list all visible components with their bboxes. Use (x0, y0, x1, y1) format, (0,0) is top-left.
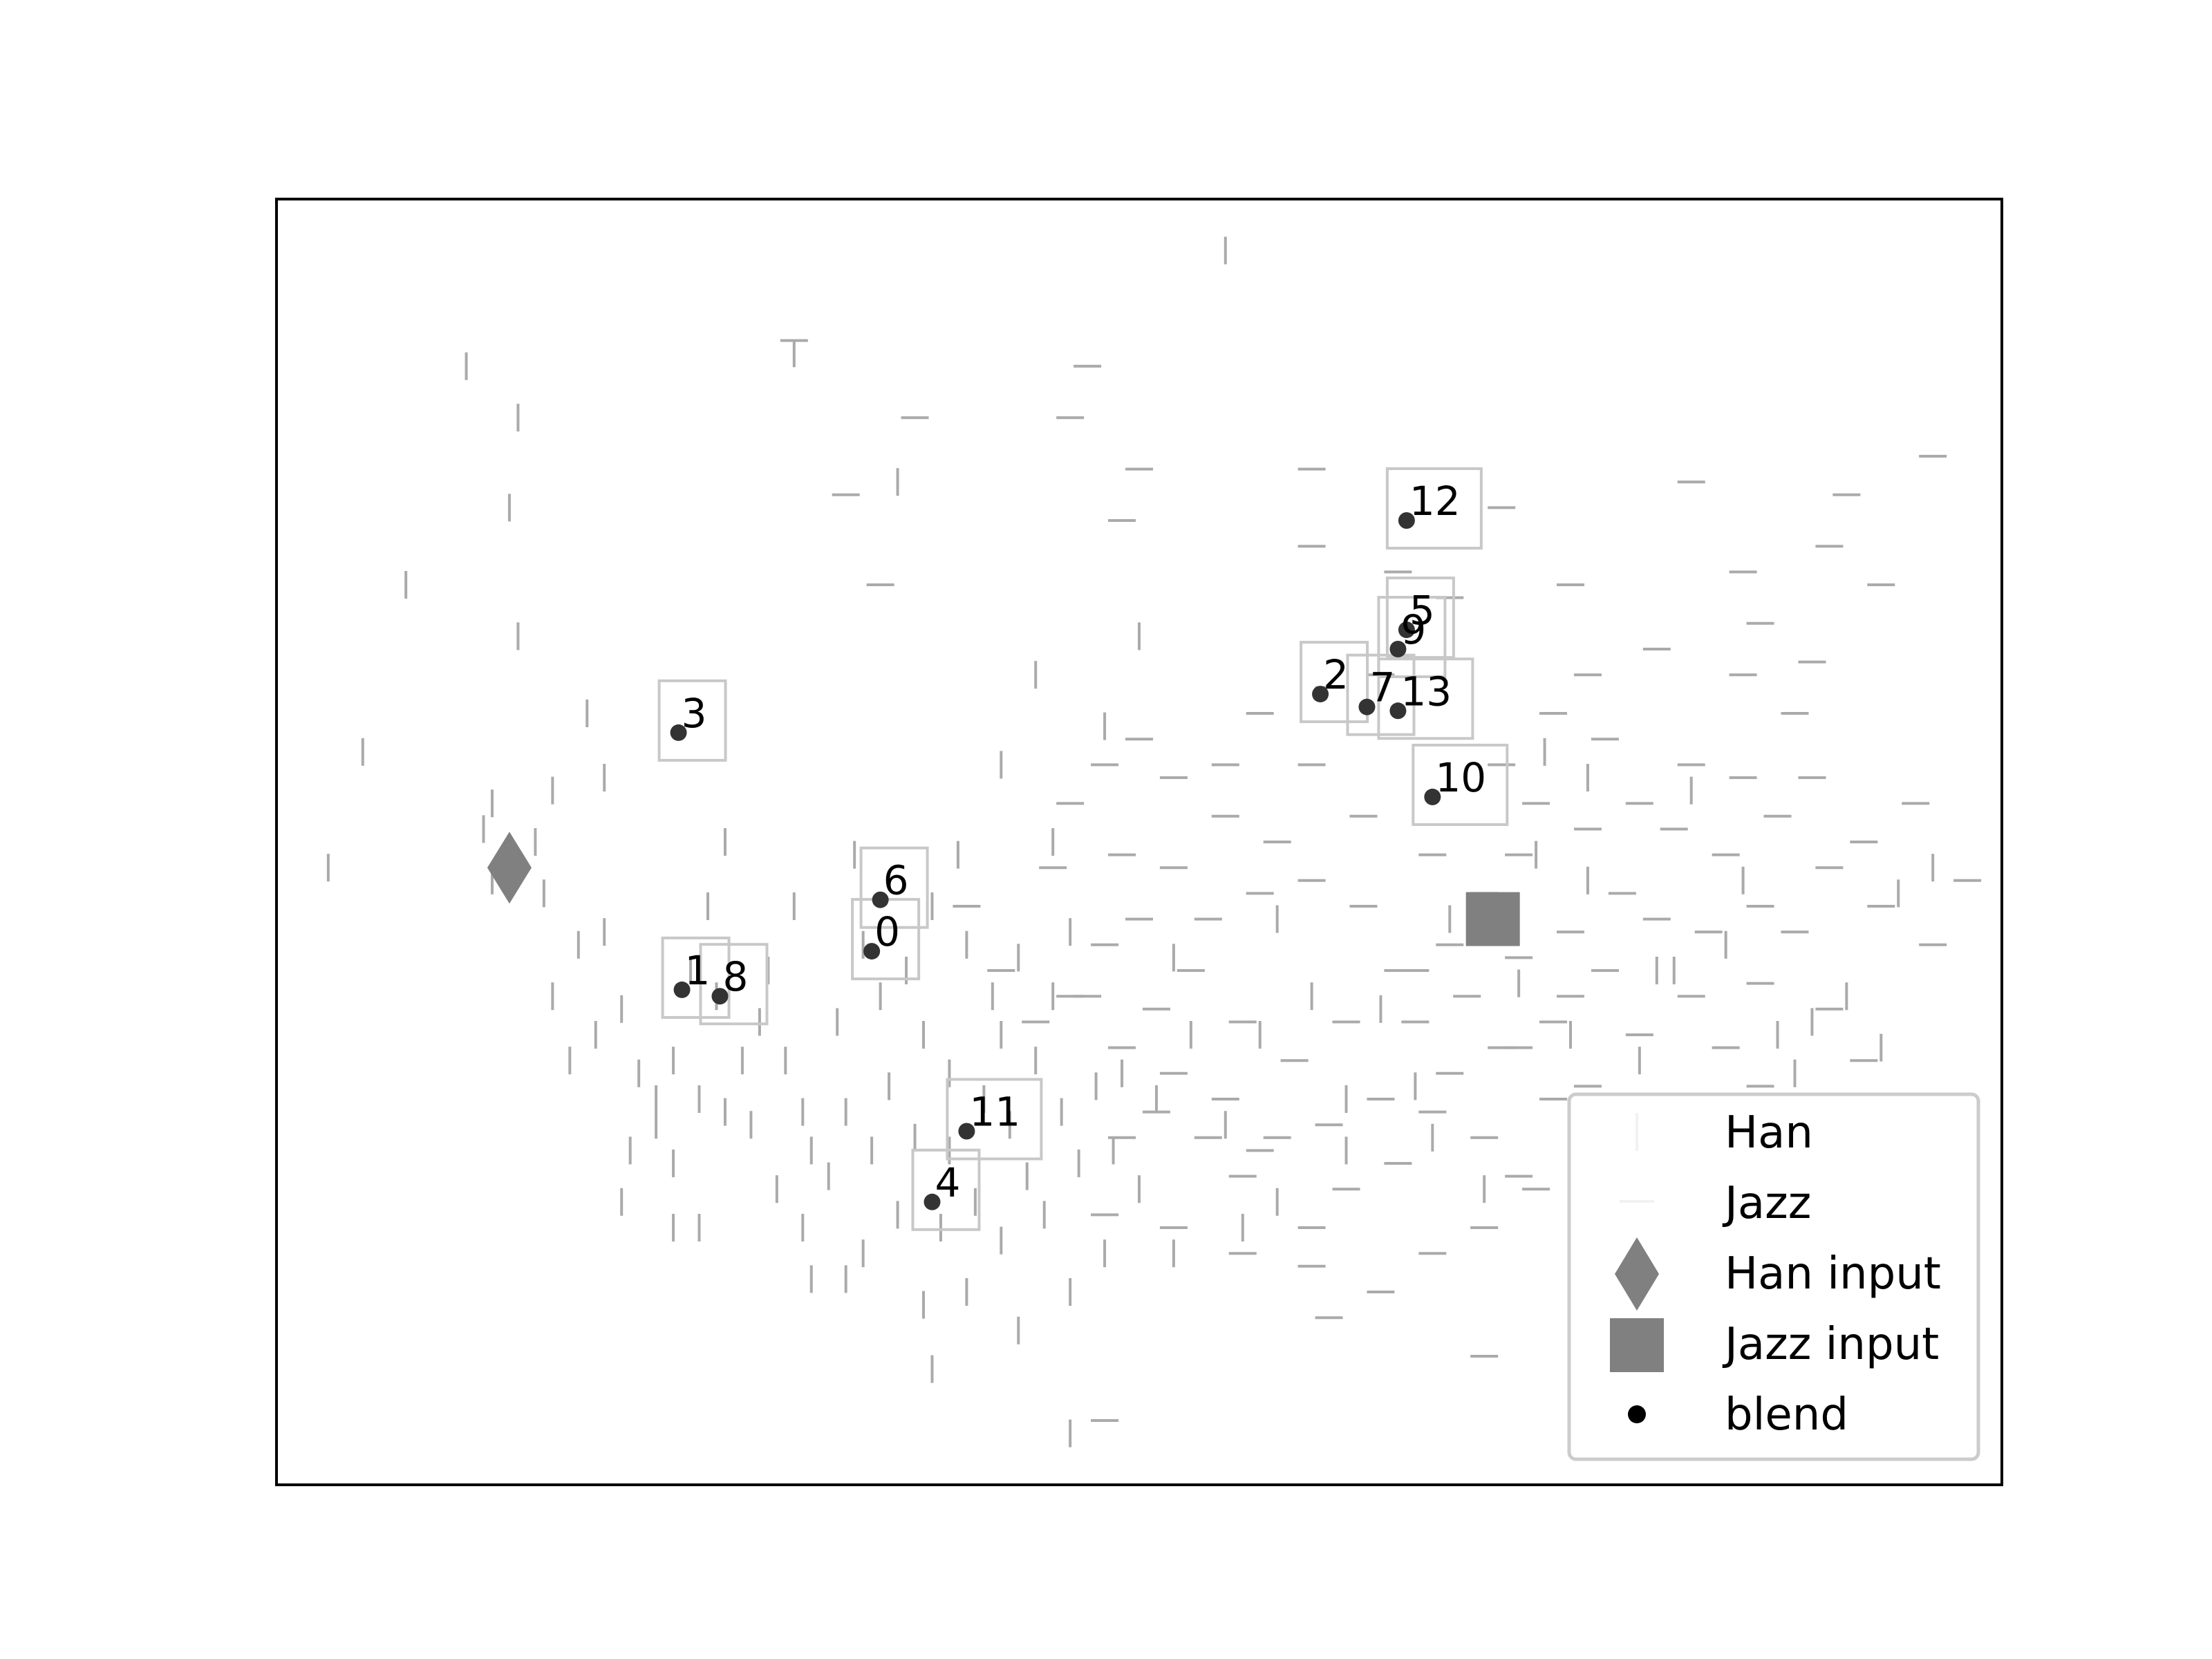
han-series (326, 236, 1935, 1447)
plot-area-frame (275, 198, 2003, 1486)
input-markers (487, 832, 1520, 946)
blend-point-9 (1389, 641, 1407, 657)
blend-point-12 (1398, 512, 1415, 529)
jazz-input-marker (1465, 892, 1520, 946)
legend-label-jazz-input: Jazz input (1722, 1319, 1939, 1370)
legend-jazz-input-marker (1610, 1318, 1664, 1372)
blend-label-6: 6 (883, 857, 909, 904)
blend-box-2 (1300, 641, 1369, 724)
blend-box-1 (661, 936, 731, 1019)
legend-label-han-input: Han input (1725, 1248, 1941, 1300)
legend: Han Jazz Han input Jazz input blend (1567, 1092, 1980, 1461)
blend-box-5 (1385, 577, 1455, 659)
blend-box-12 (1385, 467, 1483, 550)
blend-box-9 (1377, 596, 1447, 678)
blend-label-2: 2 (1323, 651, 1349, 698)
blend-box-13 (1377, 657, 1474, 740)
legend-han-input-marker (1615, 1237, 1659, 1311)
blend-point-5 (1398, 621, 1415, 639)
blend-box-3 (657, 679, 727, 762)
blend-label-5: 5 (1409, 587, 1435, 634)
blend-label-12: 12 (1409, 478, 1461, 525)
blend-box-6 (859, 846, 929, 929)
blend-label-9: 9 (1400, 606, 1426, 653)
blend-point-4 (924, 1193, 941, 1210)
blend-boxes (657, 467, 1509, 1231)
blend-box-7 (1346, 653, 1416, 736)
legend-label-blend: blend (1725, 1389, 1848, 1441)
blend-box-11 (946, 1078, 1043, 1161)
legend-frame (1567, 1092, 1980, 1461)
blend-box-8 (699, 943, 769, 1026)
blend-label-1: 1 (685, 947, 711, 994)
blend-label-4: 4 (935, 1159, 960, 1206)
blend-label-8: 8 (722, 953, 748, 1000)
legend-blend-marker (1628, 1405, 1646, 1423)
blend-point-0 (863, 943, 881, 960)
blend-point-8 (711, 988, 729, 1005)
blend-point-1 (673, 981, 691, 998)
blend-point-3 (670, 724, 687, 741)
blend-label-10: 10 (1435, 754, 1486, 801)
han-input-marker (487, 832, 532, 904)
blend-point-7 (1358, 698, 1376, 715)
blend-point-13 (1389, 702, 1407, 720)
blend-point-6 (872, 891, 889, 908)
blend-point-11 (958, 1123, 975, 1140)
blend-label-11: 11 (969, 1089, 1020, 1136)
legend-label-han: Han (1725, 1107, 1813, 1159)
blend-point-2 (1312, 686, 1329, 703)
jazz-series (780, 339, 1982, 1422)
legend-label-jazz: Jazz (1722, 1178, 1811, 1229)
blend-label-7: 7 (1369, 664, 1395, 711)
blend-label-3: 3 (682, 690, 707, 737)
blend-label-0: 0 (874, 908, 900, 955)
blend-label-13: 13 (1400, 668, 1452, 715)
blend-box-10 (1412, 743, 1509, 826)
blend-point-10 (1424, 788, 1441, 805)
